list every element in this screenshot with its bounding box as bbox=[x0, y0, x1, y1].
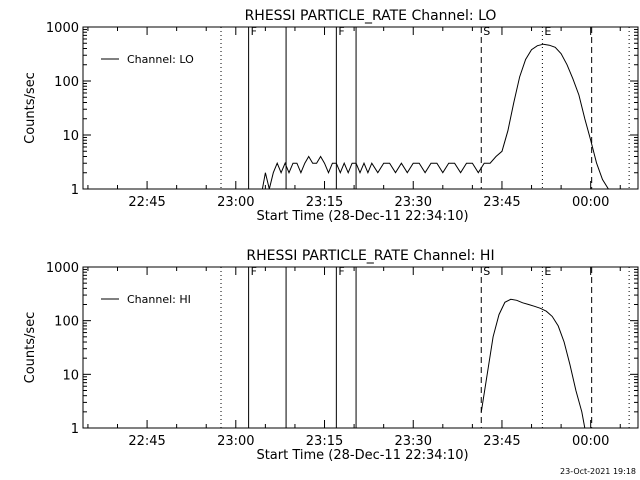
x-tick-label: 22:45 bbox=[128, 434, 165, 449]
y-tick-label: 1000 bbox=[46, 21, 79, 36]
x-tick-label: 23:45 bbox=[483, 434, 520, 449]
y-tick-label: 100 bbox=[54, 75, 79, 90]
series-line bbox=[480, 298, 586, 429]
chart-title: RHESSI PARTICLE_RATE Channel: LO bbox=[245, 8, 497, 24]
series-line bbox=[259, 43, 615, 190]
legend-label: Channel: LO bbox=[127, 53, 194, 66]
x-tick-label: 23:45 bbox=[483, 195, 520, 210]
marker-label: F bbox=[251, 25, 257, 38]
x-tick-label: 23:15 bbox=[306, 195, 343, 210]
marker-label: E bbox=[544, 25, 551, 38]
marker-label: E bbox=[544, 265, 551, 278]
footer-timestamp: 23-Oct-2021 19:18 bbox=[560, 467, 636, 476]
y-tick-label: 1000 bbox=[46, 261, 79, 276]
x-tick-label: 23:30 bbox=[395, 195, 432, 210]
y-tick-label: 1 bbox=[71, 183, 79, 198]
marker-label: S bbox=[483, 265, 490, 278]
marker-label: F bbox=[338, 265, 344, 278]
y-tick-label: 10 bbox=[62, 368, 79, 383]
x-tick-label: 00:00 bbox=[572, 434, 609, 449]
plot-frame bbox=[82, 266, 639, 429]
y-tick-label: 100 bbox=[54, 315, 79, 330]
x-tick-label: 23:15 bbox=[306, 434, 343, 449]
x-tick-label: 23:00 bbox=[217, 195, 254, 210]
plot-frame bbox=[82, 26, 639, 190]
y-axis-title: Counts/sec bbox=[23, 72, 38, 144]
x-tick-label: 23:30 bbox=[395, 434, 432, 449]
chart-panel-2: RHESSI PARTICLE_RATE Channel: HI 1 10 100 10… bbox=[23, 248, 639, 463]
marker-label: S bbox=[483, 25, 490, 38]
legend-label: Channel: HI bbox=[127, 293, 191, 306]
x-tick-label: 22:45 bbox=[128, 195, 165, 210]
y-tick-label: 1 bbox=[71, 422, 79, 437]
x-axis-title: Start Time (28-Dec-11 22:34:10) bbox=[256, 448, 468, 463]
marker-label: F bbox=[338, 25, 344, 38]
chart-panel-1: RHESSI PARTICLE_RATE Channel: LO 1 10 100 10… bbox=[23, 8, 639, 224]
marker-label: F bbox=[251, 265, 257, 278]
x-tick-label: 23:00 bbox=[217, 434, 254, 449]
y-tick-label: 10 bbox=[62, 129, 79, 144]
chart-title: RHESSI PARTICLE_RATE Channel: HI bbox=[246, 248, 494, 264]
x-axis-title: Start Time (28-Dec-11 22:34:10) bbox=[256, 209, 468, 224]
y-axis-title: Counts/sec bbox=[23, 312, 38, 384]
x-tick-label: 00:00 bbox=[572, 195, 609, 210]
